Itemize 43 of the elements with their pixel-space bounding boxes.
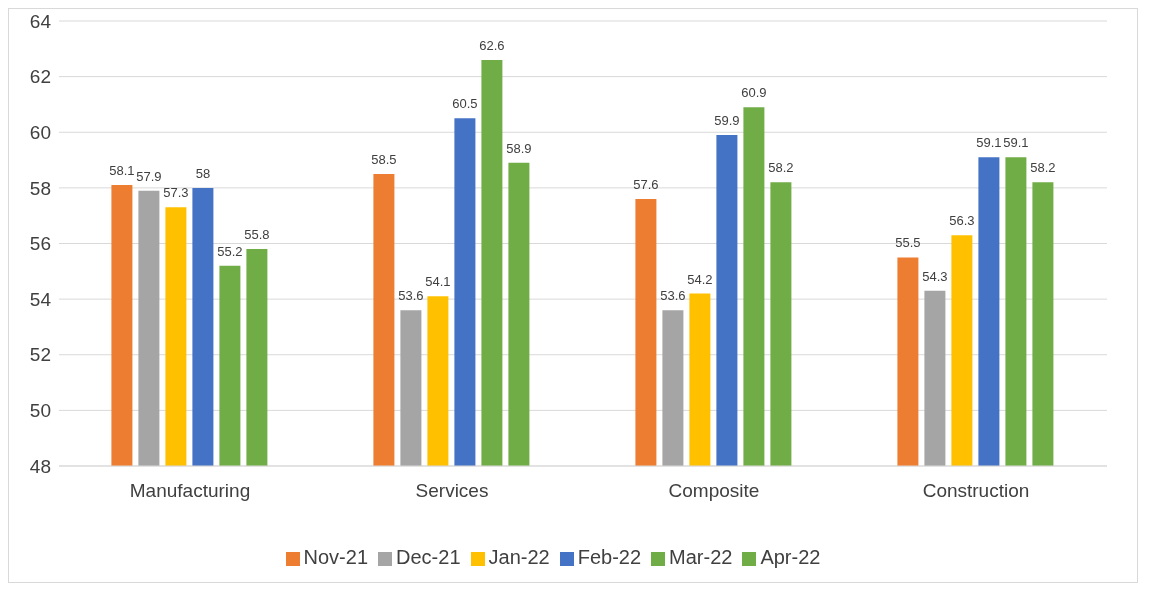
data-label: 57.6 bbox=[633, 177, 659, 192]
legend-label: Jan-22 bbox=[488, 546, 550, 568]
y-tick-label: 58 bbox=[29, 177, 51, 199]
data-label: 58.1 bbox=[109, 163, 135, 179]
y-tick-label: 48 bbox=[29, 455, 51, 477]
x-tick-label: Manufacturing bbox=[129, 480, 251, 502]
legend-label: Apr-22 bbox=[760, 546, 821, 568]
data-label: 59.1 bbox=[976, 135, 1002, 151]
data-label: 54.1 bbox=[425, 274, 451, 290]
legend-label: Mar-22 bbox=[669, 546, 733, 568]
y-tick-label: 64 bbox=[29, 10, 52, 32]
data-label: 54.2 bbox=[687, 271, 713, 287]
legend-label: Feb-22 bbox=[577, 546, 642, 568]
y-tick-label: 60 bbox=[29, 121, 51, 143]
data-label: 55.8 bbox=[244, 227, 270, 243]
data-label: 54.3 bbox=[922, 268, 948, 284]
data-label: 55.5 bbox=[895, 235, 921, 251]
data-label: 59.1 bbox=[1003, 135, 1029, 151]
y-tick-label: 54 bbox=[29, 288, 52, 310]
legend-label: Nov-21 bbox=[303, 546, 369, 568]
data-label: 58.2 bbox=[768, 160, 794, 176]
x-tick-label: Construction bbox=[922, 480, 1030, 502]
data-label: 62.6 bbox=[479, 37, 505, 53]
legend-label: Dec-21 bbox=[396, 546, 461, 568]
data-label: 60.9 bbox=[741, 85, 767, 101]
data-label: 58.5 bbox=[371, 151, 397, 167]
data-label: 58.2 bbox=[1030, 160, 1056, 176]
data-label: 58.9 bbox=[506, 140, 532, 156]
data-label: 53.6 bbox=[660, 288, 686, 304]
data-label: 53.6 bbox=[398, 288, 424, 304]
x-tick-label: Composite bbox=[668, 480, 760, 502]
data-label: 56.3 bbox=[949, 213, 975, 229]
y-tick-label: 56 bbox=[29, 233, 51, 255]
data-label: 58 bbox=[195, 165, 211, 181]
x-tick-label: Services bbox=[415, 480, 489, 502]
data-label: 57.3 bbox=[163, 185, 189, 201]
y-tick-label: 52 bbox=[29, 344, 51, 366]
y-tick-label: 62 bbox=[29, 66, 51, 88]
data-label: 57.9 bbox=[136, 168, 162, 184]
data-label: 59.9 bbox=[714, 113, 740, 129]
data-label: 60.5 bbox=[452, 96, 478, 112]
y-tick-label: 50 bbox=[29, 400, 51, 422]
data-label: 55.2 bbox=[217, 243, 243, 259]
